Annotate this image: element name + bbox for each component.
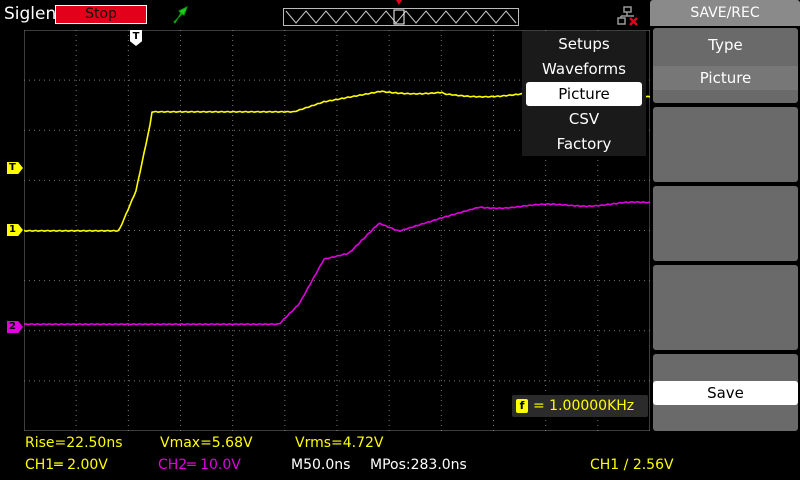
ch2-waveform — [24, 200, 650, 326]
status-bar: Rise=22.50ns Vmax=5.68V Vrms=4.72V CH1═ … — [0, 431, 674, 480]
frequency-counter: f = 1.00000KHz — [512, 395, 648, 417]
save-type-menu: Setups Waveforms Picture CSV Factory — [522, 31, 646, 156]
brand-label: Siglent — [4, 4, 63, 24]
menu-item-csv[interactable]: CSV — [568, 110, 600, 128]
timebase-scale[interactable]: M50.0ns — [291, 457, 351, 473]
rise-measurement: Rise=22.50ns — [25, 435, 123, 451]
timeline-preview-icon — [285, 9, 517, 25]
vrms-measurement: Vrms=4.72V — [295, 435, 384, 451]
frequency-value: = 1.00000KHz — [533, 398, 635, 414]
ch1-scale[interactable]: CH1═ 2.00V — [25, 457, 108, 473]
save-button-label: Save — [707, 384, 744, 402]
run-stop-indicator[interactable]: Stop — [55, 5, 147, 24]
type-softkey-label: Type — [708, 36, 743, 54]
trigger-status[interactable]: CH1 ∕ 2.56V — [590, 457, 674, 473]
type-softkey[interactable]: Type Picture — [653, 28, 798, 103]
usb-icon — [617, 6, 638, 26]
top-bar: Siglent Stop — [0, 0, 650, 30]
side-menu: SAVE/REC Type Picture Save — [650, 0, 800, 480]
vmax-measurement: Vmax=5.68V — [160, 435, 253, 451]
menu-item-factory[interactable]: Factory — [556, 135, 612, 153]
frequency-badge-icon: f — [516, 399, 528, 413]
softkey-3[interactable] — [653, 186, 798, 261]
trigger-position-icon — [396, 0, 402, 5]
menu-item-picture[interactable]: Picture — [526, 82, 642, 106]
trigger-arrow-icon — [173, 5, 188, 24]
ch2-offset-marker: 2 — [7, 321, 23, 333]
trigger-level-marker-label: T — [9, 162, 16, 173]
type-softkey-value: Picture — [653, 66, 798, 90]
ch2-scale[interactable]: CH2═ 10.0V — [158, 457, 241, 473]
menu-item-setups[interactable]: Setups — [558, 35, 610, 53]
softkey-4[interactable] — [653, 265, 798, 350]
trigger-time-marker: T — [130, 30, 142, 46]
side-menu-title: SAVE/REC — [650, 0, 800, 26]
trigger-time-marker-label: T — [132, 31, 140, 42]
menu-item-waveforms[interactable]: Waveforms — [542, 60, 626, 78]
ch1-offset-marker: 1 — [7, 224, 23, 236]
softkey-2[interactable] — [653, 107, 798, 182]
memory-timeline — [283, 8, 519, 26]
memory-position: MPos:283.0ns — [370, 457, 467, 473]
save-button[interactable]: Save — [653, 381, 798, 405]
ch2-offset-marker-label: 2 — [9, 321, 16, 332]
waveform-display — [24, 30, 650, 431]
trigger-level-marker: T — [7, 162, 23, 174]
ch1-offset-marker-label: 1 — [9, 224, 16, 235]
